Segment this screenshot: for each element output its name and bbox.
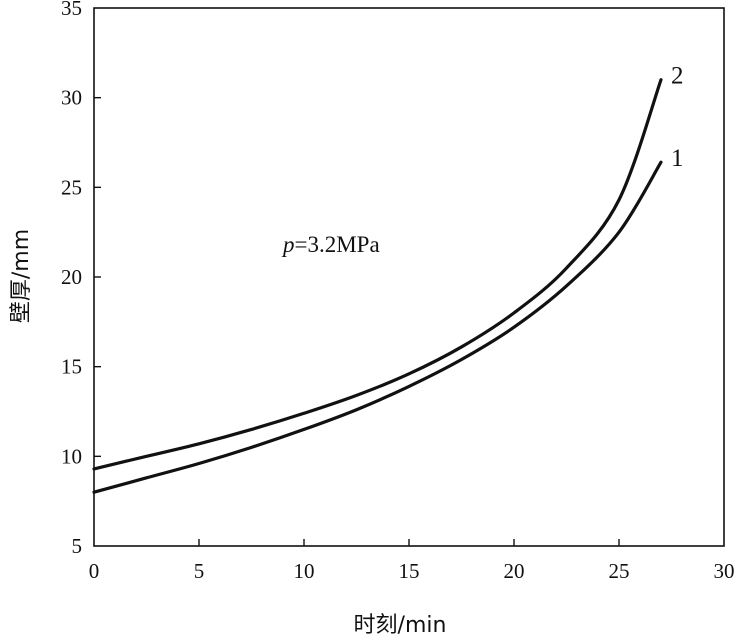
series-label-1: 1 bbox=[671, 145, 684, 172]
y-tick-label: 5 bbox=[72, 534, 83, 558]
x-tick-label: 0 bbox=[89, 559, 100, 583]
series-line-1 bbox=[92, 160, 663, 494]
y-tick-label: 30 bbox=[61, 86, 82, 110]
x-tick-label: 20 bbox=[504, 559, 525, 583]
pressure-annotation: p=3.2MPa bbox=[281, 232, 380, 257]
x-tick-label: 15 bbox=[399, 559, 420, 583]
x-tick-label: 10 bbox=[294, 559, 315, 583]
x-tick-label: 5 bbox=[194, 559, 205, 583]
y-axis-title: 壁厚/mm bbox=[9, 229, 34, 323]
y-tick-label: 15 bbox=[61, 355, 82, 379]
y-axis: 5 10 15 20 25 30 35 bbox=[61, 0, 101, 558]
y-tick-label: 10 bbox=[61, 444, 82, 468]
series-line-2 bbox=[92, 78, 663, 471]
x-tick-label: 30 bbox=[714, 559, 735, 583]
pressure-annotation-var: p bbox=[281, 232, 295, 257]
y-tick-label: 20 bbox=[61, 265, 82, 289]
series-lines bbox=[92, 78, 663, 494]
series-label-2: 2 bbox=[671, 63, 684, 90]
y-tick-label: 25 bbox=[61, 175, 82, 199]
x-axis-title: 时刻/min bbox=[354, 613, 447, 638]
y-tick-label: 35 bbox=[61, 0, 82, 20]
x-axis: 0 5 10 15 20 25 30 bbox=[89, 539, 735, 583]
x-tick-label: 25 bbox=[609, 559, 630, 583]
series-labels: 12 bbox=[671, 63, 684, 172]
pressure-annotation-value: =3.2MPa bbox=[295, 232, 380, 257]
